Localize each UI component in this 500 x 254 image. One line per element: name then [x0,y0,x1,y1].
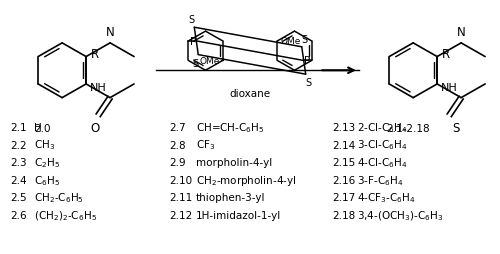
Text: 2.16: 2.16 [332,175,355,185]
Text: S: S [452,122,460,135]
Text: O: O [90,122,100,135]
Text: 4-Cl-C$_6$H$_4$: 4-Cl-C$_6$H$_4$ [357,156,408,169]
Text: NH: NH [441,83,458,92]
Text: CH$_3$: CH$_3$ [34,138,56,152]
Text: NH: NH [90,83,107,92]
Text: 2.15: 2.15 [332,157,355,168]
Text: S: S [302,35,308,45]
Text: OMe: OMe [280,37,300,46]
Text: 2.14: 2.14 [332,140,355,150]
Text: 3-Cl-C$_6$H$_4$: 3-Cl-C$_6$H$_4$ [357,138,408,152]
Text: 2.0: 2.0 [34,124,50,134]
Text: C$_2$H$_5$: C$_2$H$_5$ [34,156,60,169]
Text: R: R [91,48,99,61]
Text: thiophen-3-yl: thiophen-3-yl [196,193,265,203]
Text: 2.7: 2.7 [169,122,186,133]
Text: 2.2: 2.2 [10,140,28,150]
Text: S: S [306,78,312,88]
Text: 1H-imidazol-1-yl: 1H-imidazol-1-yl [196,210,281,220]
Text: 2.11: 2.11 [169,193,192,203]
Text: (CH$_2$)$_2$-C$_6$H$_5$: (CH$_2$)$_2$-C$_6$H$_5$ [34,209,98,222]
Text: CH$_2$-morpholin-4-yl: CH$_2$-morpholin-4-yl [196,173,296,187]
Text: 3,4-(OCH$_3$)-C$_6$H$_3$: 3,4-(OCH$_3$)-C$_6$H$_3$ [357,209,444,222]
Text: 2.18: 2.18 [332,210,355,220]
Text: H: H [34,122,42,133]
Text: 4-CF$_3$-C$_6$H$_4$: 4-CF$_3$-C$_6$H$_4$ [357,191,416,204]
Text: 2.1-2.18: 2.1-2.18 [386,124,430,134]
Text: 2.13: 2.13 [332,122,355,133]
Text: S: S [188,15,194,25]
Text: 2-Cl-C$_6$H$_4$: 2-Cl-C$_6$H$_4$ [357,121,408,134]
Text: N: N [457,26,466,39]
Text: 2.4: 2.4 [10,175,28,185]
Text: P: P [304,56,310,66]
Text: 2.1: 2.1 [10,122,28,133]
Text: morpholin-4-yl: morpholin-4-yl [196,157,272,168]
Text: N: N [106,26,114,39]
Text: 2.9: 2.9 [169,157,186,168]
Text: CH$_2$-C$_6$H$_5$: CH$_2$-C$_6$H$_5$ [34,191,84,204]
Text: 2.10: 2.10 [169,175,192,185]
Text: R: R [442,48,450,61]
Text: OMe: OMe [200,57,220,66]
Text: 2.17: 2.17 [332,193,355,203]
Text: 3-F-C$_6$H$_4$: 3-F-C$_6$H$_4$ [357,173,403,187]
Text: CF$_3$: CF$_3$ [196,138,215,152]
Text: S: S [192,58,198,68]
Text: dioxane: dioxane [230,88,270,99]
Text: 2.5: 2.5 [10,193,28,203]
Text: 2.3: 2.3 [10,157,28,168]
Text: 2.12: 2.12 [169,210,192,220]
Text: 2.8: 2.8 [169,140,186,150]
Text: P: P [190,37,196,47]
Text: CH=CH-C$_6$H$_5$: CH=CH-C$_6$H$_5$ [196,121,264,134]
Text: C$_6$H$_5$: C$_6$H$_5$ [34,173,60,187]
Text: 2.6: 2.6 [10,210,28,220]
